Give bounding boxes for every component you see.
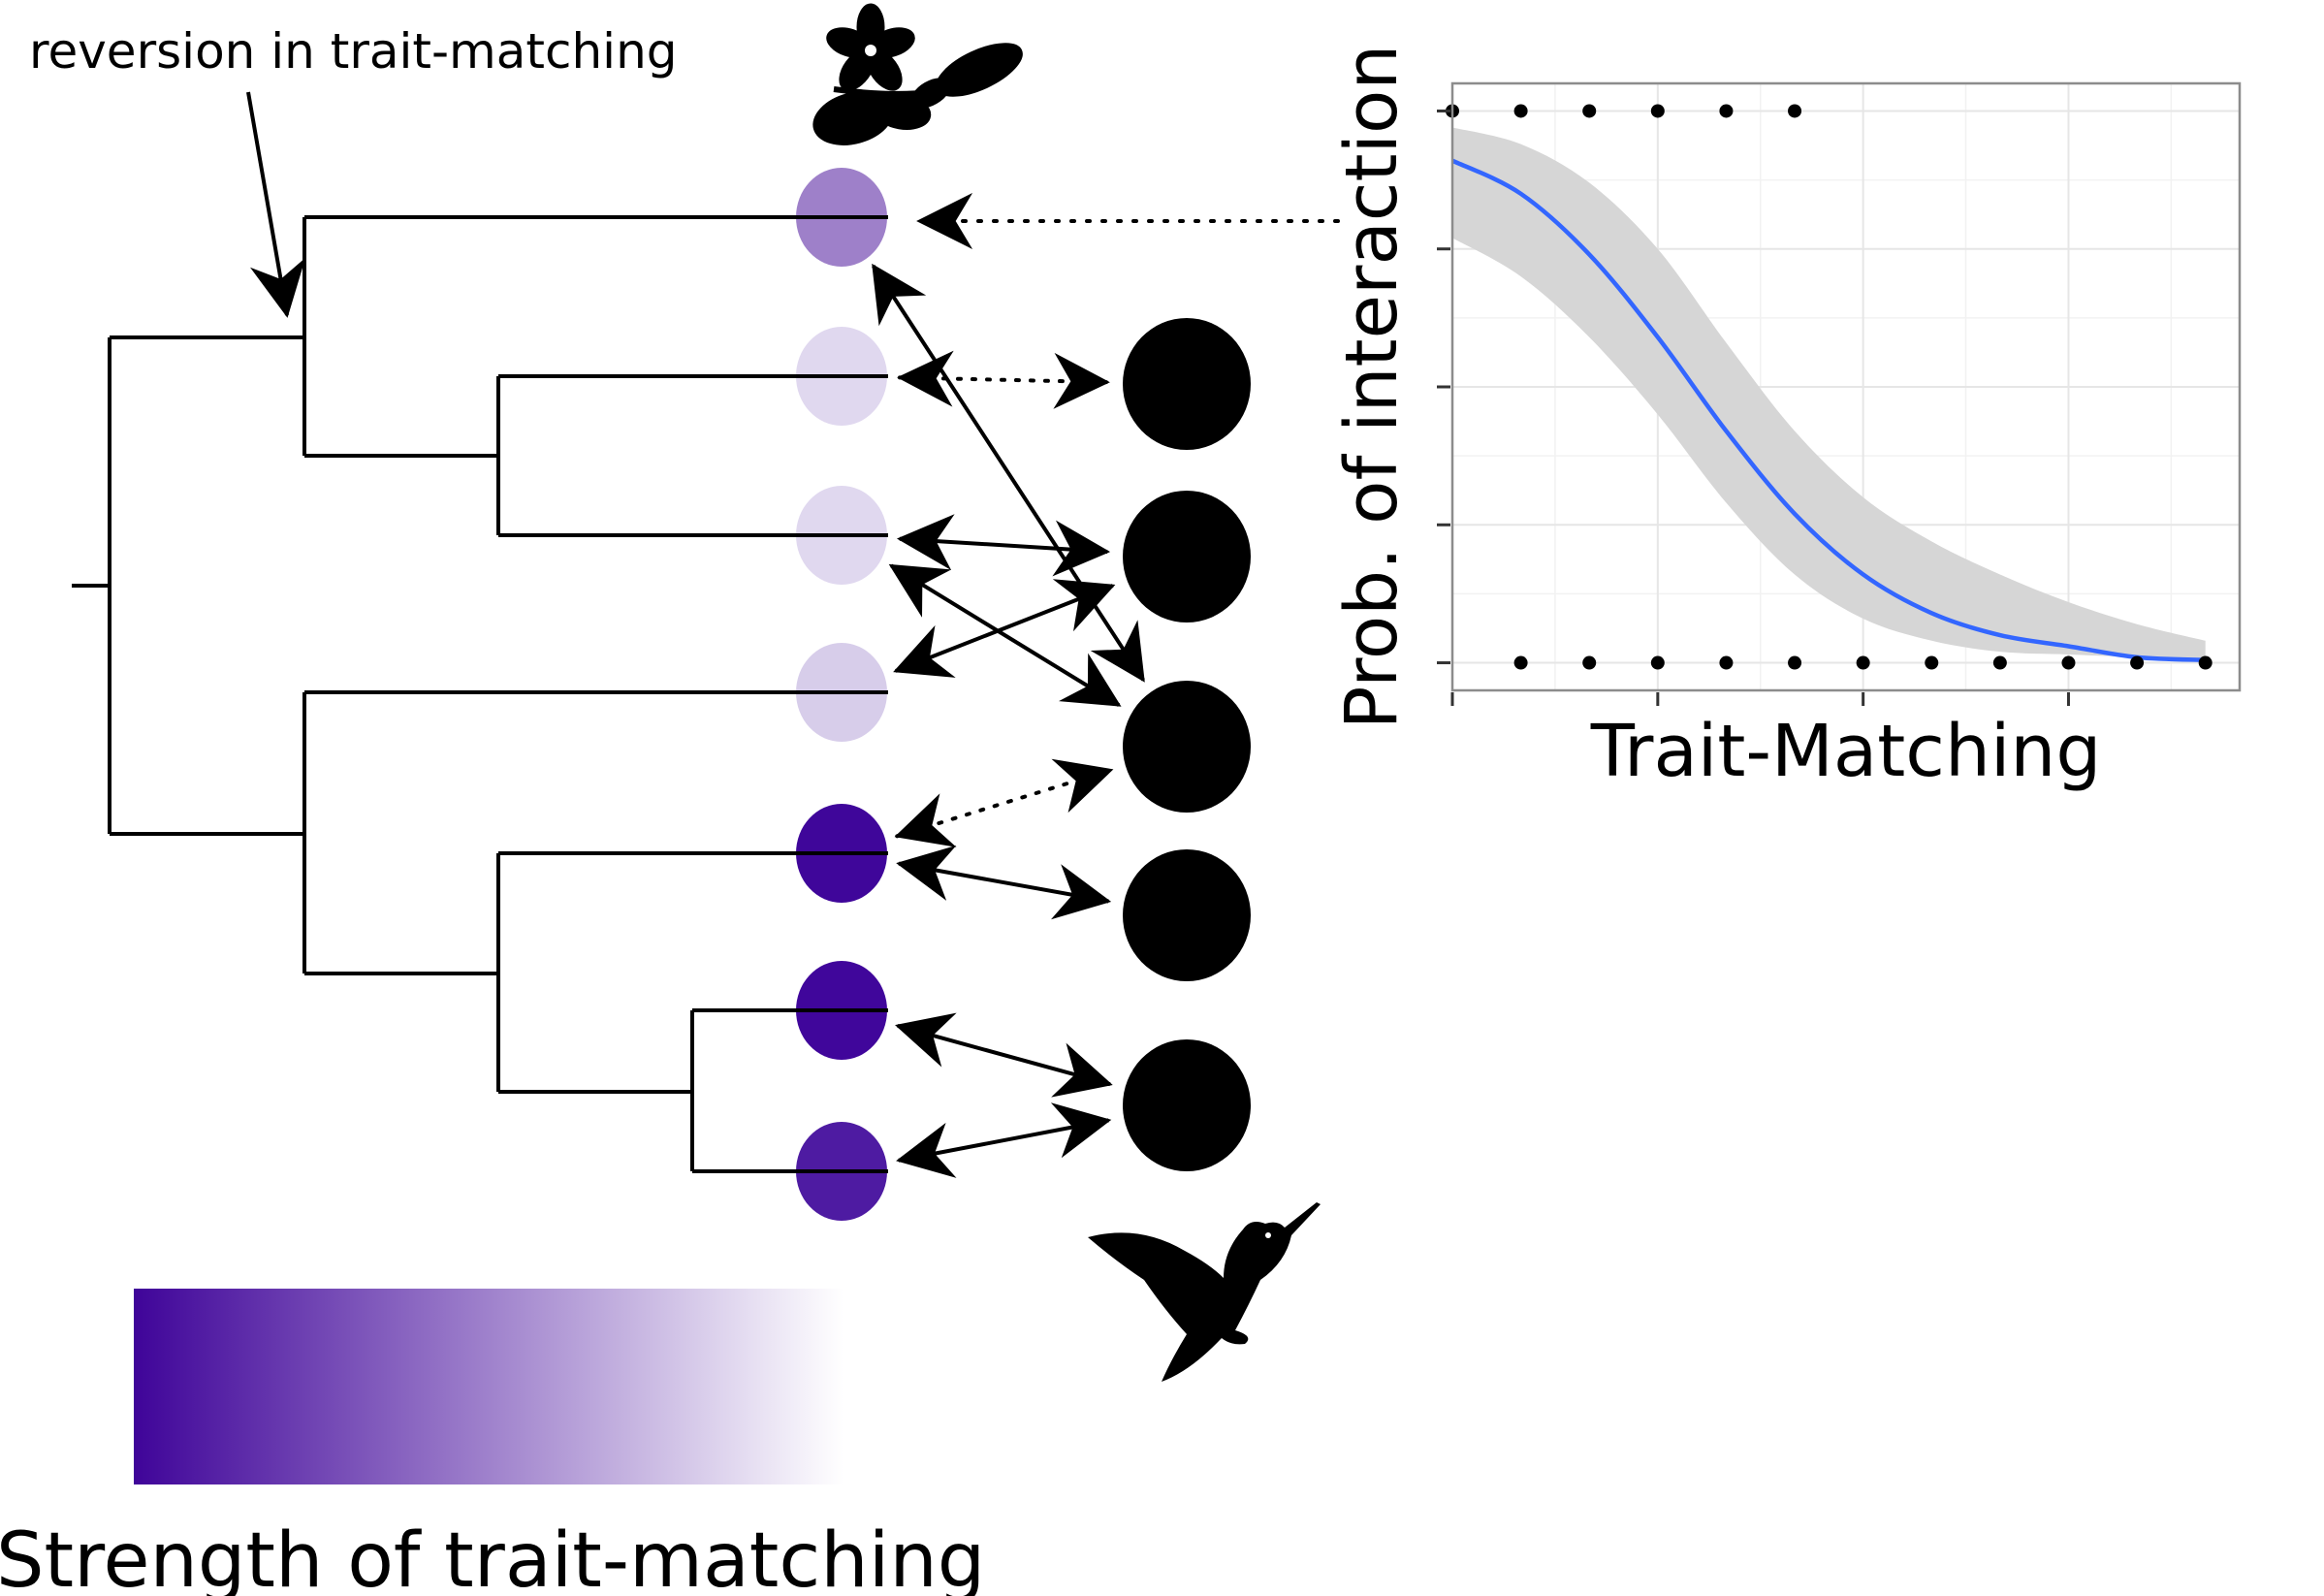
pollinator-h4	[1123, 849, 1251, 981]
pollinator-h3	[1123, 681, 1251, 813]
x-axis-label: Trait-Matching	[1590, 710, 2102, 793]
data-point	[1788, 655, 1802, 670]
pollinator-h5	[1123, 1039, 1251, 1171]
fitted-curve	[1451, 158, 2206, 662]
data-point	[1856, 655, 1870, 670]
y-axis-label: Prob. of interaction	[1330, 45, 1414, 729]
probability-chart: Trait-Matching Prob. of interaction	[1330, 45, 2242, 793]
interaction-p2-h1	[897, 350, 1110, 409]
confidence-band-area	[1452, 127, 2206, 660]
data-point	[1925, 655, 1939, 670]
data-point	[1513, 104, 1528, 118]
data-point	[1650, 104, 1665, 118]
data-point	[1513, 655, 1528, 670]
interaction-p1-h3	[872, 263, 1145, 683]
data-point	[1719, 655, 1734, 670]
annotation-arrow	[246, 91, 306, 318]
axis-ticks	[1437, 109, 2070, 706]
plant-tips	[796, 168, 888, 1221]
data-point	[1788, 104, 1802, 118]
data-point	[1582, 104, 1597, 118]
hummingbird-silhouette-icon	[1088, 1202, 1321, 1382]
data-point	[2130, 655, 2145, 670]
interaction-p3-h2	[896, 514, 1111, 577]
plant-branch-silhouette-icon	[812, 3, 1023, 145]
pollinator-h2	[1123, 491, 1251, 622]
data-point	[1650, 655, 1665, 670]
interaction-p6-h5	[895, 1012, 1113, 1098]
annotation-label: reversion in trait-matching	[29, 23, 678, 80]
interaction-p5-h3	[894, 758, 1114, 847]
interaction-p4-h2	[893, 579, 1116, 678]
data-point	[1582, 655, 1597, 670]
data-point	[2061, 655, 2076, 670]
interaction-arrows	[872, 263, 1145, 1178]
interaction-p5-h4	[896, 845, 1112, 920]
pollinator-h1	[1123, 318, 1251, 450]
trait-matching-gradient-bar	[134, 1289, 844, 1484]
interaction-p3-h3	[888, 563, 1122, 707]
legend-title: Strength of trait-matching	[0, 1517, 985, 1596]
pollinator-nodes	[1123, 318, 1251, 1171]
phylogenetic-tree	[72, 215, 888, 1173]
confidence-band	[1452, 127, 2206, 660]
interaction-p7-h5	[896, 1102, 1112, 1178]
data-point	[1992, 655, 2007, 670]
fitted-curve-line	[1451, 158, 2206, 662]
data-point	[1719, 104, 1734, 118]
observed-points	[1446, 104, 2213, 670]
plot-panel-border	[1450, 81, 2242, 692]
data-point	[2198, 655, 2213, 670]
